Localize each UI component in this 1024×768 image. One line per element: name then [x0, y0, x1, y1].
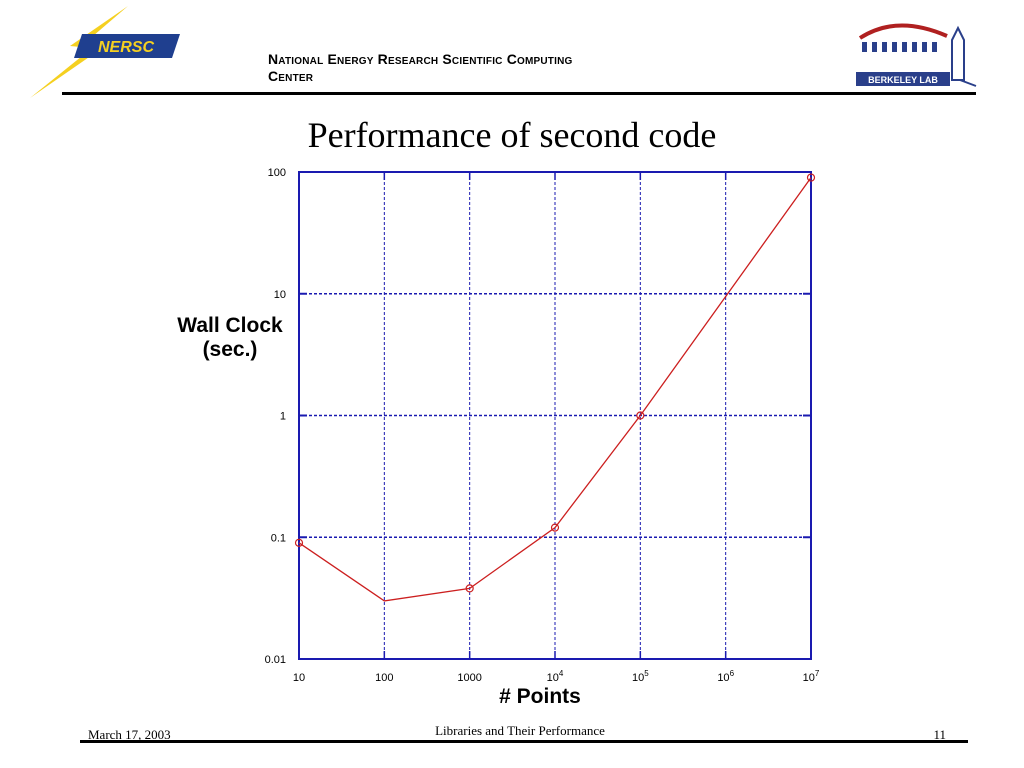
org-title: National Energy Research Scientific Comp…: [268, 51, 573, 85]
berkeley-lab-flags: [862, 42, 937, 52]
chart-tick-labels: 100 10 1 0.1 0.01 10 100 1000 104 105 106 107: [265, 167, 820, 684]
chart-axes: [298, 171, 812, 660]
org-title-line2: Center: [268, 68, 314, 84]
org-title-line1: National Energy Research Scientific Comp…: [268, 51, 573, 67]
y-tick-label: 0.01: [265, 654, 286, 666]
series-line: [298, 177, 812, 602]
page-number: 11: [933, 727, 946, 742]
x-tick-label: 100: [375, 672, 393, 684]
berkeley-lab-dome: [858, 23, 948, 40]
nersc-logo-text: NERSC: [98, 39, 154, 56]
x-tick-label: 104: [547, 669, 564, 684]
footer-rule: [80, 740, 968, 743]
x-tick-label: 105: [632, 669, 649, 684]
x-tick-label: 106: [717, 669, 734, 684]
chart-series: [294, 173, 816, 602]
y-tick-label: 0.1: [271, 532, 286, 544]
x-tick-label: 107: [803, 669, 820, 684]
footer-title: Libraries and Their Performance: [435, 723, 605, 738]
berkeley-lab-tower: [951, 25, 977, 87]
berkeley-lab-logo: BERKELEY LAB: [856, 23, 977, 87]
x-tick-label: 1000: [457, 672, 481, 684]
berkeley-lab-badge: [856, 72, 950, 86]
data-point: [465, 584, 474, 593]
data-point: [550, 523, 560, 532]
header-rule: [62, 92, 976, 95]
page-title: Performance of second code: [307, 115, 717, 155]
berkeley-lab-logo-text: BERKELEY LAB: [868, 75, 938, 85]
chart-grid: [298, 171, 812, 660]
slide-header: NERSC National Energy Research Scientifi…: [0, 0, 1024, 100]
y-axis-label: Wall Clock (sec.): [177, 314, 283, 361]
y-tick-label: 1: [280, 411, 286, 423]
y-tick-label: 10: [274, 289, 286, 301]
x-tick-label: 10: [293, 672, 305, 684]
x-axis-label: # Points: [499, 685, 581, 708]
footer-date: March 17, 2003: [88, 727, 171, 742]
nersc-logo: NERSC: [30, 6, 180, 98]
nersc-badge: [74, 34, 180, 58]
y-tick-label: 100: [268, 167, 286, 179]
data-point: [294, 538, 304, 547]
data-point: [806, 173, 816, 182]
data-point: [636, 411, 645, 420]
